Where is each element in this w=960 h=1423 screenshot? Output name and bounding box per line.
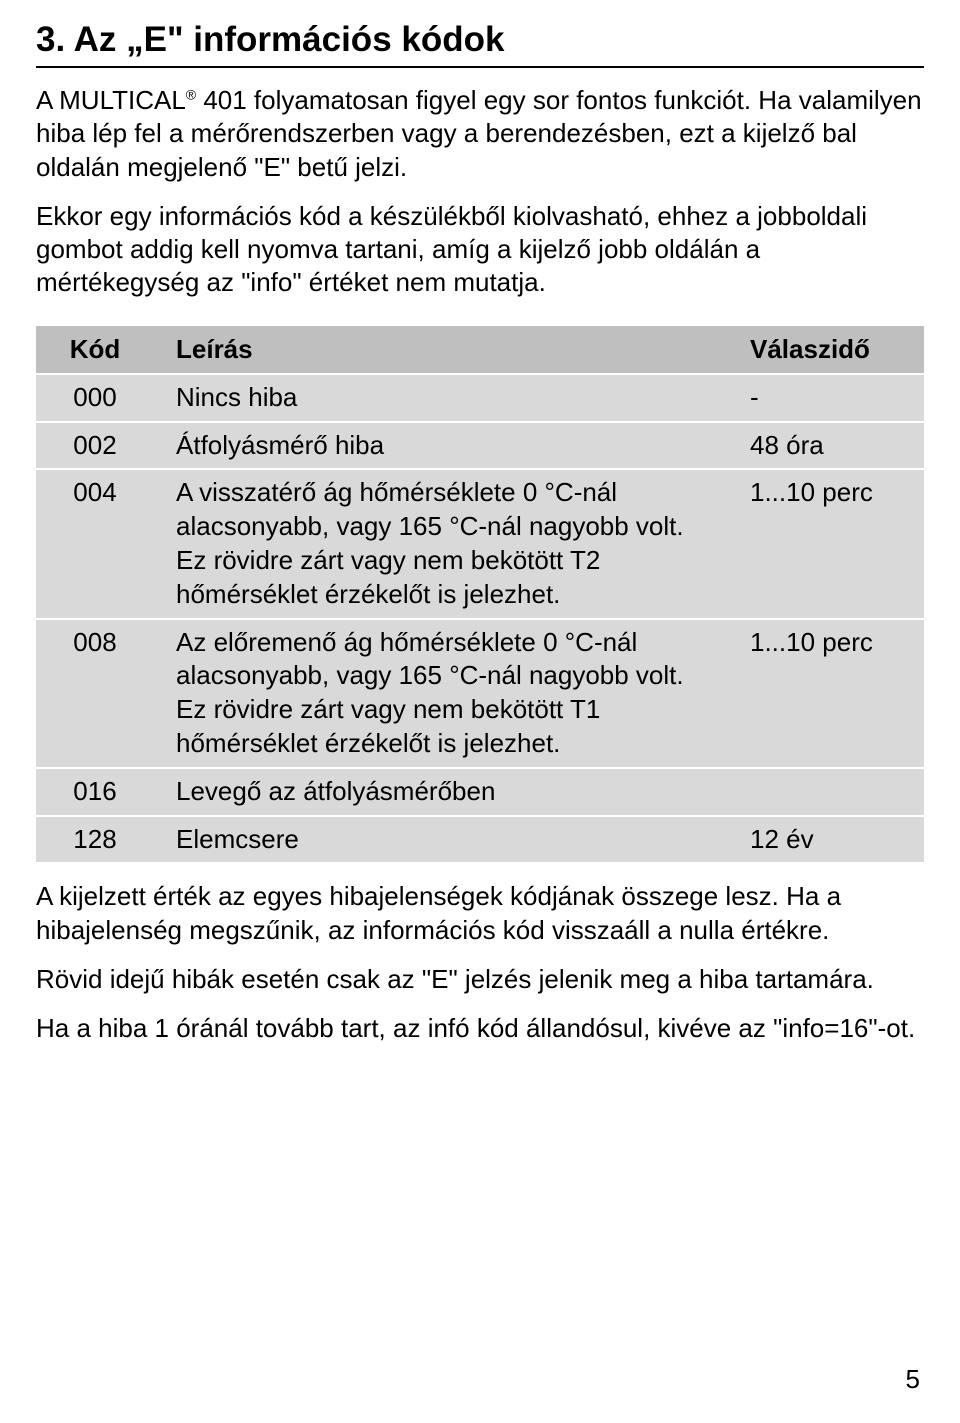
intro-paragraph-1: A MULTICAL® 401 folyamatosan figyel egy … (36, 84, 924, 184)
document-page: 3. Az „E" információs kódok A MULTICAL® … (0, 0, 960, 1423)
table-row: 004 A visszatérő ág hőmérséklete 0 °C-ná… (36, 470, 924, 617)
col-header-desc: Leírás (154, 326, 728, 373)
cell-resp: 12 év (728, 817, 924, 863)
cell-resp: - (728, 375, 924, 421)
outro-paragraph-1: A kijelzett érték az egyes hibajelensége… (36, 880, 924, 947)
col-header-code: Kód (36, 326, 154, 373)
cell-code: 004 (36, 470, 154, 617)
table-row: 002 Átfolyásmérő hiba 48 óra (36, 423, 924, 469)
table-header-row: Kód Leírás Válaszidő (36, 326, 924, 373)
cell-desc: Nincs hiba (154, 375, 728, 421)
registered-mark: ® (186, 86, 196, 102)
cell-desc: Levegő az átfolyásmérőben (154, 769, 728, 815)
cell-code: 002 (36, 423, 154, 469)
cell-desc: Átfolyásmérő hiba (154, 423, 728, 469)
col-header-resp: Válaszidő (728, 326, 924, 373)
outro-paragraph-2: Rövid idejű hibák esetén csak az "E" jel… (36, 963, 924, 996)
cell-desc: Az előremenő ág hőmérséklete 0 °C-nál al… (154, 620, 728, 767)
section-heading: 3. Az „E" információs kódok (36, 20, 924, 68)
cell-code: 128 (36, 817, 154, 863)
cell-code: 008 (36, 620, 154, 767)
table-row: 128 Elemcsere 12 év (36, 817, 924, 863)
cell-resp: 48 óra (728, 423, 924, 469)
cell-desc: Elemcsere (154, 817, 728, 863)
error-codes-table: Kód Leírás Válaszidő 000 Nincs hiba - 00… (36, 324, 924, 865)
intro-paragraph-2: Ekkor egy információs kód a készülékből … (36, 200, 924, 300)
cell-desc: A visszatérő ág hőmérséklete 0 °C-nál al… (154, 470, 728, 617)
cell-resp (728, 769, 924, 815)
table-row: 016 Levegő az átfolyásmérőben (36, 769, 924, 815)
table-row: 000 Nincs hiba - (36, 375, 924, 421)
outro-paragraph-3: Ha a hiba 1 óránál tovább tart, az infó … (36, 1012, 924, 1045)
table-row: 008 Az előremenő ág hőmérséklete 0 °C-ná… (36, 620, 924, 767)
page-number: 5 (906, 1364, 920, 1395)
cell-code: 000 (36, 375, 154, 421)
cell-resp: 1...10 perc (728, 470, 924, 617)
intro-1-before: A MULTICAL (36, 85, 186, 115)
cell-code: 016 (36, 769, 154, 815)
cell-resp: 1...10 perc (728, 620, 924, 767)
